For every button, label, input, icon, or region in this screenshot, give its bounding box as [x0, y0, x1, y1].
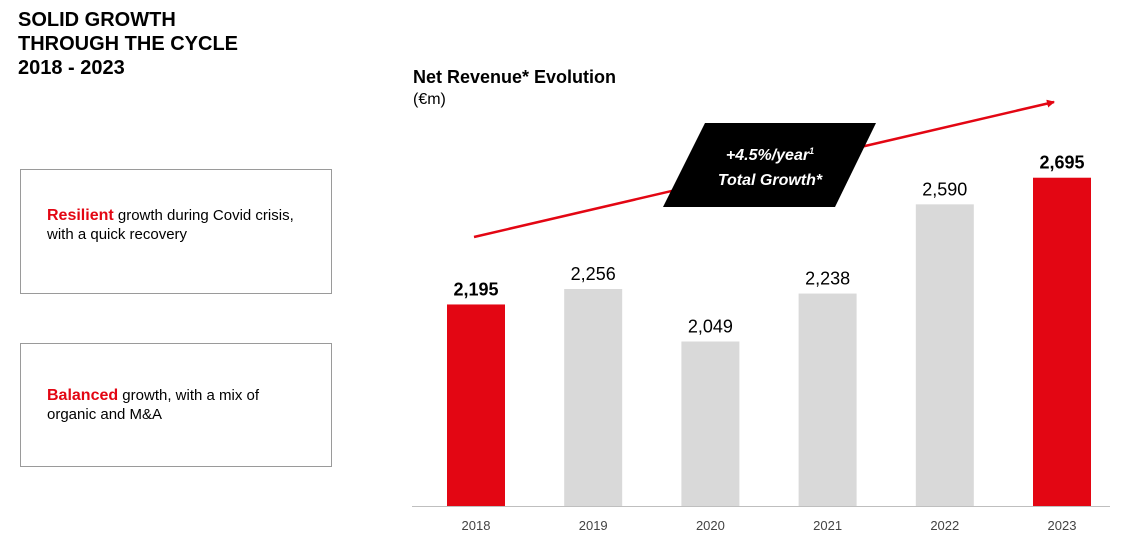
total-growth-label: Total Growth*	[718, 172, 823, 189]
growth-badge: +4.5%/year1 Total Growth*	[663, 123, 876, 207]
chart-title: Net Revenue* Evolution	[413, 67, 617, 87]
bar-2020	[681, 341, 740, 506]
bar-2022	[915, 204, 974, 506]
resilient-description: growth during Covid crisis, with a quick…	[47, 207, 294, 243]
value-label-2021: 2,238	[805, 269, 850, 289]
x-tick-label-2021: 2021	[813, 518, 842, 533]
bar-2018	[447, 304, 505, 506]
bar-2021	[798, 293, 857, 506]
x-tick-label-2019: 2019	[579, 518, 608, 533]
x-tick-label-2023: 2023	[1048, 518, 1077, 533]
x-tick-label-group: 2018 2019 2020 2021 2022 2023	[462, 518, 1077, 533]
value-label-2018: 2,195	[453, 279, 498, 299]
value-label-2019: 2,256	[571, 264, 616, 284]
value-label-2023: 2,695	[1039, 153, 1084, 173]
balanced-highlight: Balanced	[47, 387, 119, 404]
balanced-description: growth, with a mix of organic and M&A	[47, 387, 260, 423]
page-title-line-2: THROUGH THE CYCLE	[18, 33, 238, 55]
chart-unit-label: (€m)	[413, 91, 446, 108]
resilient-growth-text: Resilient growth during Covid crisis, wi…	[47, 206, 311, 244]
value-label-group: 2,195 2,256 2,049 2,238 2,590 2,695	[453, 153, 1084, 337]
resilient-growth-card: Resilient growth during Covid crisis, wi…	[20, 169, 332, 294]
page-title-line-3: 2018 - 2023	[18, 57, 125, 79]
growth-badge-shape	[663, 123, 876, 207]
resilient-highlight: Resilient	[47, 207, 114, 224]
bar-2019	[564, 289, 623, 506]
balanced-growth-card: Balanced growth, with a mix of organic a…	[20, 343, 332, 467]
x-tick-label-2018: 2018	[462, 518, 491, 533]
value-label-2022: 2,590	[922, 179, 967, 199]
value-label-2020: 2,049	[688, 316, 733, 336]
bar-group	[447, 177, 1091, 506]
balanced-growth-text: Balanced growth, with a mix of organic a…	[47, 386, 311, 424]
footnote-marker: 1	[809, 146, 814, 156]
growth-rate-label: +4.5%/year1	[726, 146, 814, 164]
page-title-line-1: SOLID GROWTH	[18, 9, 176, 31]
bar-2023	[1033, 177, 1091, 506]
page-title: SOLID GROWTH THROUGH THE CYCLE 2018 - 20…	[18, 8, 238, 80]
x-tick-label-2022: 2022	[930, 518, 959, 533]
x-tick-label-2020: 2020	[696, 518, 725, 533]
